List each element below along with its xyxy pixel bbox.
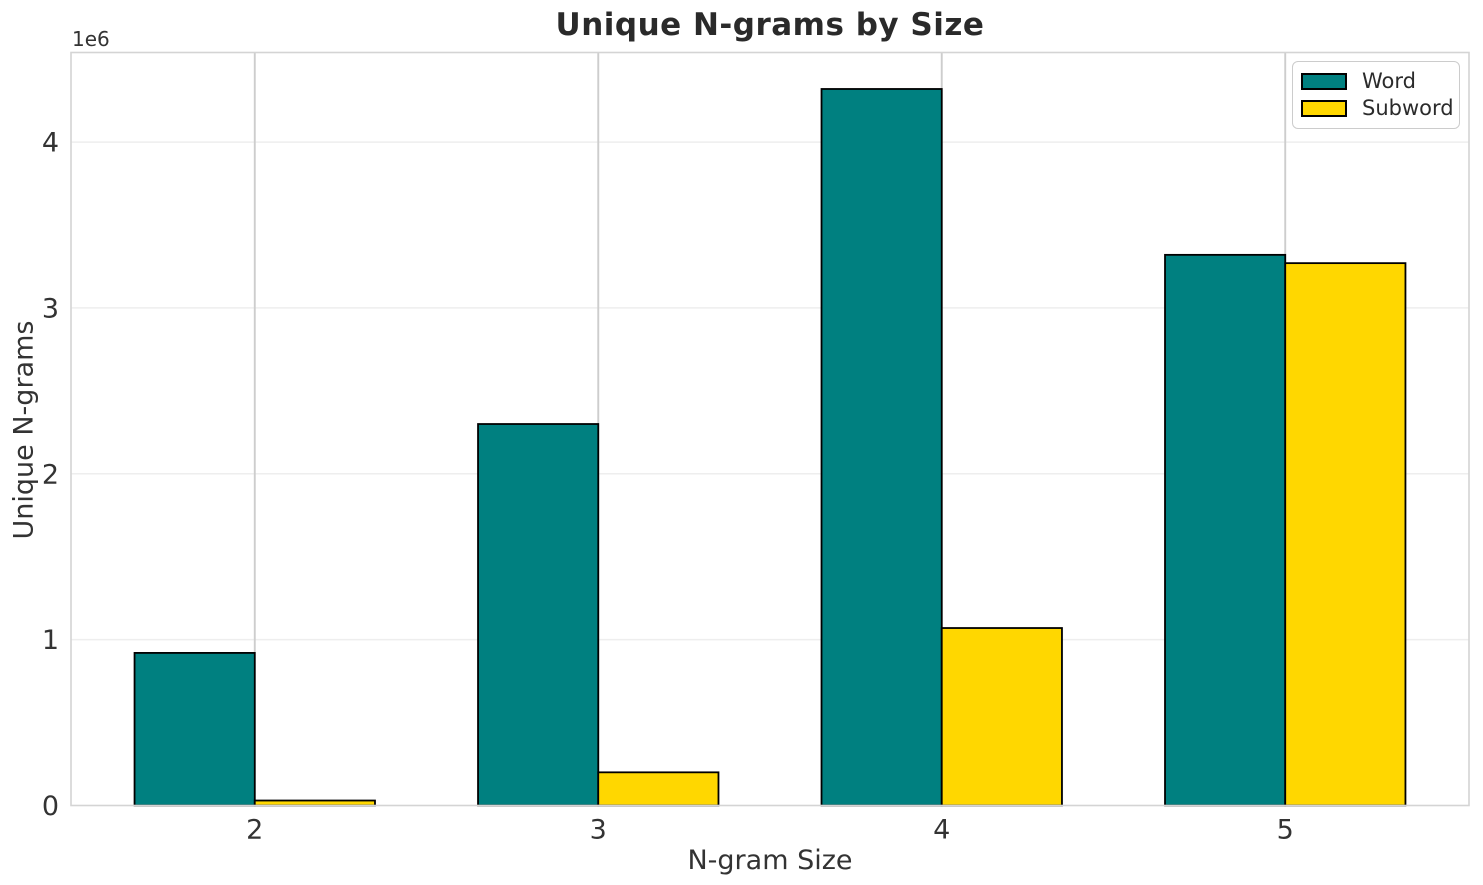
bar-subword-5: [1284, 262, 1407, 807]
bar-subword-4: [940, 627, 1063, 807]
bar-word-4: [820, 88, 943, 807]
legend-swatch-icon: [1301, 100, 1347, 117]
bar-word-2: [133, 652, 256, 807]
legend-label: Word: [1362, 69, 1416, 93]
plot-border: [70, 51, 1470, 807]
y-tick-label: 2: [42, 459, 59, 490]
legend-entry-subword: Subword: [1301, 98, 1454, 119]
legend-swatch-icon: [1301, 73, 1347, 90]
bar-word-5: [1164, 253, 1287, 807]
bar-word-3: [477, 423, 600, 807]
x-tick-label: 2: [246, 815, 263, 846]
x-tick-label: 5: [1277, 815, 1294, 846]
y-tick-label: 1: [42, 625, 59, 656]
bar-subword-3: [597, 771, 720, 807]
legend-entry-word: Word: [1301, 71, 1450, 92]
y-tick-label: 3: [42, 293, 59, 324]
y-tick-label: 4: [42, 128, 59, 159]
legend: Word Subword: [1292, 61, 1460, 129]
x-tick-label: 3: [590, 815, 607, 846]
x-axis-label: N-gram Size: [687, 845, 853, 876]
y-tick-label: 0: [42, 791, 59, 822]
y-axis-label: Unique N-grams: [8, 320, 40, 540]
legend-label: Subword: [1362, 96, 1454, 120]
y-axis-offset-label: 1e6: [72, 27, 110, 51]
x-tick-label: 4: [933, 815, 950, 846]
chart-title: Unique N-grams by Size: [555, 7, 985, 43]
